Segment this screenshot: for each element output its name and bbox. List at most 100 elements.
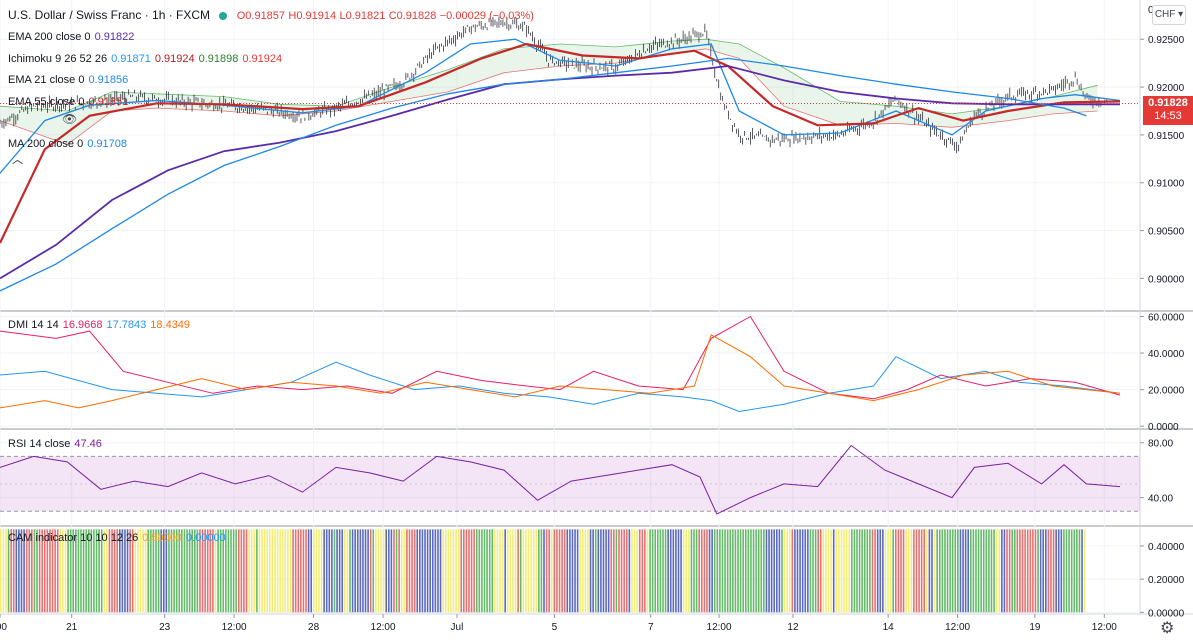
- indicator-legend[interactable]: Ichimoku 9 26 52 26 0.91871 0.91924 0.91898…: [8, 52, 286, 66]
- dmi-di-line: [0, 315, 1121, 400]
- cam-bar: [594, 529, 597, 613]
- cam-bar: [576, 529, 579, 613]
- cam-bar: [204, 529, 206, 613]
- cam-bar: [752, 529, 755, 613]
- indicator-legend[interactable]: EMA 21 close 0 0.91856: [8, 73, 132, 87]
- cam-bar: [990, 529, 993, 613]
- cam-bar: [982, 529, 985, 613]
- cam-bar: [799, 529, 801, 613]
- cam-bar: [173, 529, 175, 613]
- cam-bar: [488, 529, 491, 613]
- cam-bar: [662, 529, 664, 613]
- cam-bar: [822, 529, 825, 613]
- cam-bar: [571, 529, 574, 613]
- cam-bar: [346, 529, 349, 613]
- cam-bar: [481, 529, 483, 613]
- cam-bar: [307, 529, 310, 613]
- cam-bar: [690, 529, 693, 613]
- x-tick-label: 12:00: [945, 622, 970, 633]
- x-tick-label: :00: [0, 622, 7, 633]
- cam-bar: [281, 529, 284, 613]
- cam-legend[interactable]: CAM indicator 10 10 12 26 0.50000 0.00000: [8, 531, 230, 545]
- cam-bar: [90, 529, 93, 613]
- cam-bar: [628, 529, 631, 613]
- cam-bar: [871, 529, 874, 613]
- cam-bar: [150, 529, 152, 613]
- market-status-icon: [219, 11, 228, 20]
- cam-bar: [851, 529, 853, 613]
- cam-bar: [56, 529, 59, 613]
- ichimoku-cloud: [0, 39, 1098, 145]
- settings-gear-icon[interactable]: ⚙: [1160, 620, 1175, 637]
- cam-bar: [5, 529, 7, 613]
- y-tick-label: 20.0000: [1148, 386, 1185, 397]
- legend-label: EMA 21 close 0: [8, 74, 85, 86]
- indicator-legend[interactable]: EMA 55 close 0 0.91851: [8, 95, 132, 109]
- cam-bar: [375, 529, 377, 613]
- cam-bar: [876, 529, 879, 613]
- cam-bar: [543, 529, 545, 613]
- cam-bar: [341, 529, 344, 613]
- cam-bar: [807, 529, 809, 613]
- cam-bar: [206, 529, 209, 613]
- cam-bar: [514, 529, 517, 613]
- cam-bar: [951, 529, 954, 613]
- cam-bar: [920, 529, 923, 613]
- indicator-legend[interactable]: MA 200 close 0 0.91708: [8, 137, 131, 151]
- cam-bar: [713, 529, 716, 613]
- x-tick-label: 7: [648, 622, 654, 633]
- collapse-legend-icon[interactable]: ︿: [12, 154, 23, 166]
- cam-bar: [569, 529, 571, 613]
- cam-bar: [664, 529, 667, 613]
- cam-bar: [506, 529, 509, 613]
- cam-bar: [377, 529, 380, 613]
- cam-bar: [884, 529, 887, 613]
- cam-bar: [403, 529, 406, 613]
- cam-bar: [266, 529, 269, 613]
- cam-bar: [957, 529, 959, 613]
- cam-bar: [726, 529, 729, 613]
- cam-bar: [519, 529, 522, 613]
- cam-bar: [796, 529, 799, 613]
- cam-bar: [649, 529, 651, 613]
- cam-bar: [744, 529, 747, 613]
- y-tick-label: 0.92500: [1148, 35, 1185, 46]
- ohlc-change: −0.00029 (−0.03%): [439, 10, 534, 22]
- indicator-legend[interactable]: EMA 200 close 0 0.91822: [8, 30, 138, 44]
- cam-bar: [194, 529, 196, 613]
- cam-bar: [460, 529, 463, 613]
- cam-bar: [631, 529, 633, 613]
- cam-bar: [364, 529, 367, 613]
- cam-bar: [1050, 529, 1052, 613]
- dmi-legend[interactable]: DMI 14 14 16.9668 17.7843 18.4349: [8, 318, 194, 332]
- cam-bar: [773, 529, 776, 613]
- currency-button[interactable]: CHF ▾: [1152, 5, 1186, 25]
- cam-bar: [589, 529, 592, 613]
- cam-bar: [372, 529, 375, 613]
- cam-bar: [108, 529, 111, 613]
- cam-bar: [475, 529, 478, 613]
- cam-bar: [610, 529, 613, 613]
- cam-bar: [936, 529, 938, 613]
- cam-bar: [783, 529, 786, 613]
- cam-bar: [729, 529, 732, 613]
- cam-bar: [183, 529, 186, 613]
- cam-bar: [732, 529, 734, 613]
- cam-bar: [287, 529, 289, 613]
- hide-indicators-icon[interactable]: 👁: [62, 112, 78, 126]
- cam-bar: [473, 529, 475, 613]
- rsi-legend[interactable]: RSI 14 close 47.46: [8, 437, 106, 451]
- cam-bar: [587, 529, 589, 613]
- cam-bar: [191, 529, 194, 613]
- y-tick-label: 40.00: [1148, 494, 1173, 505]
- cam-bar: [232, 529, 235, 613]
- cam-bar: [444, 529, 447, 613]
- cam-bar: [600, 529, 602, 613]
- cam-bar: [605, 529, 607, 613]
- cam-bar: [7, 529, 10, 613]
- x-tick-label: Jul: [451, 622, 464, 633]
- cam-bar: [439, 529, 442, 613]
- cam-bar: [18, 529, 20, 613]
- cam-bar: [1073, 529, 1076, 613]
